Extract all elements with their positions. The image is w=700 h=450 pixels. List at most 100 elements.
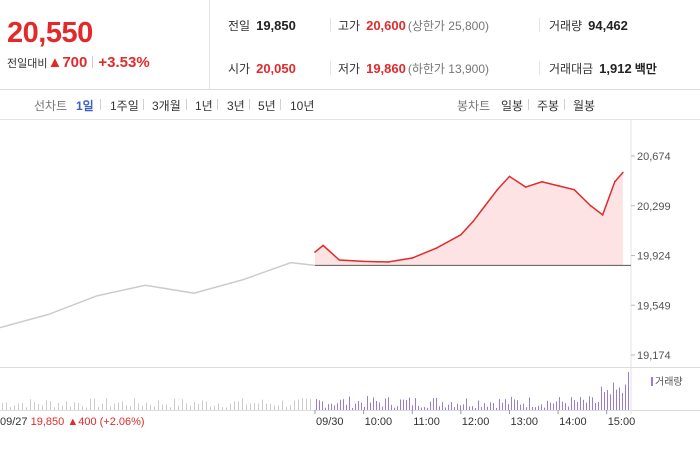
volume-bar [364, 406, 365, 410]
price-point [508, 175, 511, 178]
volume-bar [532, 407, 533, 410]
volume-bar [162, 404, 163, 410]
upper-limit: (상한가 25,800) [407, 19, 490, 33]
volume-bar [394, 407, 395, 410]
volume-bar [194, 401, 195, 410]
up-arrow-icon: ▲ [47, 54, 63, 71]
volume-bar [334, 405, 335, 410]
volume-bar [589, 396, 590, 410]
period-10y[interactable]: 10년 [290, 99, 315, 113]
volume-bar [86, 407, 87, 410]
volume-bar [418, 405, 419, 410]
volume-bar [406, 400, 407, 410]
open-cell: 시가 20,050 [228, 60, 296, 77]
volume-bar [310, 399, 311, 410]
price-point [573, 188, 576, 191]
x-tick-label: 13:00 [510, 416, 539, 428]
volume-bar [508, 403, 509, 410]
volume-bar [146, 402, 147, 410]
x-tick-label: 09/30 [316, 416, 344, 428]
volume-bar [66, 401, 67, 410]
prev-day-change: 400 [78, 416, 97, 428]
volume-bar [340, 399, 341, 410]
divider [330, 61, 331, 75]
y-tick-label: 19,924 [637, 251, 671, 263]
volume-bar [38, 403, 39, 410]
volume-bar [298, 399, 299, 410]
volume-bar [496, 407, 497, 410]
period-3y[interactable]: 3년 [227, 99, 245, 113]
amount-unit: 백만 [634, 62, 657, 76]
today-price-line [314, 171, 624, 263]
x-tick-label: 10:00 [364, 416, 393, 428]
volume-bar [242, 398, 243, 410]
volume-bar [14, 405, 15, 410]
volume-bar [460, 405, 461, 410]
y-tick-label: 19,549 [637, 300, 671, 312]
volume-legend: 거래량 [651, 373, 683, 388]
volume-bar [174, 398, 175, 410]
volume-bar [302, 398, 303, 410]
volume-bar [134, 398, 135, 410]
volume-bar [238, 401, 239, 410]
prev-close-cell: 전일 19,850 [228, 17, 296, 34]
volume-bar [475, 407, 476, 410]
volume-bar [553, 403, 554, 410]
volume-bar [535, 407, 536, 410]
high-cell: 고가 20,600 (상한가 25,800) [338, 17, 489, 34]
price-point [613, 180, 616, 183]
divider [539, 18, 540, 32]
volume-bar [102, 403, 103, 410]
volume-bar [10, 406, 11, 410]
volume-bar [2, 403, 3, 410]
volume-bar [451, 402, 452, 410]
change-row: 전일대비▲700 +3.53% [7, 54, 150, 71]
price-point [589, 204, 592, 207]
volume-bar [421, 407, 422, 410]
period-3m[interactable]: 3개월 [152, 99, 181, 113]
y-tick-label: 20,674 [637, 151, 671, 163]
volume-bar [412, 405, 413, 410]
volume-bar [397, 406, 398, 410]
volume-label: 거래량 [549, 19, 583, 33]
volume-bar [82, 406, 83, 410]
volume-bar [198, 403, 199, 410]
volume-bar [493, 403, 494, 410]
period-1y[interactable]: 1년 [195, 99, 213, 113]
volume-bar [58, 403, 59, 410]
period-5y[interactable]: 5년 [258, 99, 276, 113]
volume-bar [610, 394, 611, 410]
volume-bar [306, 398, 307, 410]
volume-bar [182, 399, 183, 410]
volume-bar [150, 404, 151, 410]
volume-bar [622, 392, 623, 410]
volume-bar [427, 407, 428, 410]
volume-bar [343, 399, 344, 410]
volume-bar [436, 397, 437, 410]
volume-bar [337, 403, 338, 410]
volume-bar [499, 398, 500, 410]
candle-monthly[interactable]: 월봉 [573, 99, 596, 113]
volume-bar [270, 403, 271, 410]
volume-bar [469, 406, 470, 410]
volume-bar [376, 400, 377, 410]
price-point [387, 261, 389, 263]
high-value: 20,600 [366, 18, 406, 33]
volume-bar [26, 407, 27, 410]
price-point [524, 186, 527, 188]
divider [528, 99, 529, 110]
volume-bar [424, 407, 425, 410]
candle-daily[interactable]: 일봉 [501, 99, 524, 113]
low-value: 19,860 [366, 61, 406, 76]
volume-bar [62, 405, 63, 410]
price-point [557, 184, 559, 187]
candle-weekly[interactable]: 주봉 [537, 99, 560, 113]
amount-cell: 거래대금 1,912 백만 [549, 60, 657, 77]
volume-bar [94, 398, 95, 410]
volume-bar [595, 403, 596, 410]
price-point [338, 259, 341, 261]
volume-bar [230, 403, 231, 410]
divider [564, 99, 565, 110]
period-1w[interactable]: 1주일 [110, 99, 139, 113]
period-1d[interactable]: 1일 [76, 99, 94, 113]
